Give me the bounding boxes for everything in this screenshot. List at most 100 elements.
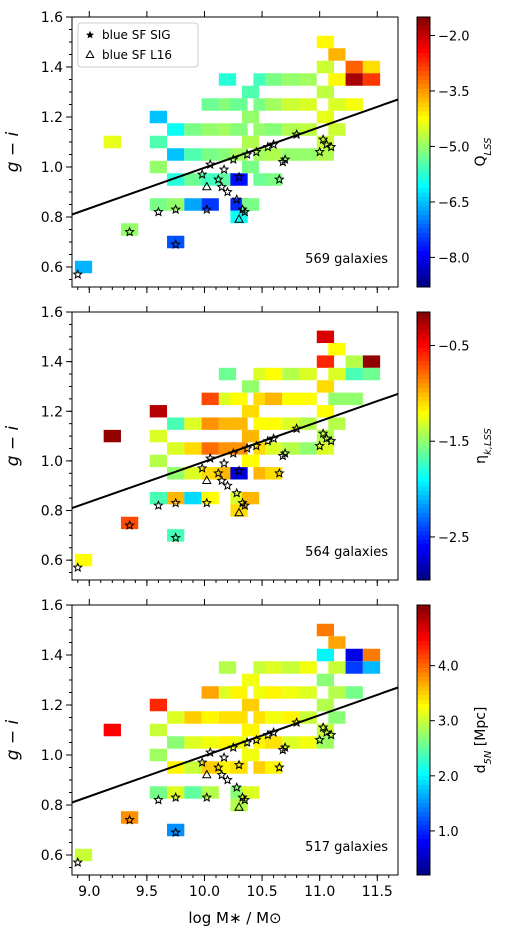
heatmap-cell — [120, 223, 139, 236]
colorbar-segment — [417, 614, 430, 619]
heatmap-cell — [184, 442, 202, 455]
colorbar-segment — [417, 48, 430, 54]
star-marker — [124, 519, 135, 530]
colorbar-segment — [417, 659, 430, 664]
heatmap-cell — [362, 73, 381, 86]
heatmap-cell — [184, 786, 202, 799]
colorbar-segment — [417, 66, 430, 72]
heatmap-cell — [299, 442, 317, 455]
heatmap-cell — [201, 736, 219, 749]
star-marker — [321, 433, 332, 443]
star-marker — [237, 497, 248, 508]
y-tick-label: 1.6 — [41, 305, 63, 321]
star-marker — [170, 239, 181, 249]
y-axis-ticks: 0.6 0.8 1.0 1.2 1.4 1.6 — [41, 305, 72, 574]
star-marker — [170, 204, 181, 214]
colorbar-segment — [417, 668, 430, 673]
colorbar-tick-label: 4.0 — [438, 660, 459, 675]
star-marker — [213, 173, 224, 184]
colorbar-segment — [417, 347, 430, 353]
heatmap-cell — [149, 135, 168, 149]
colorbar-segment — [417, 803, 430, 808]
heatmap-cell — [120, 516, 139, 530]
colorbar-segment — [417, 740, 430, 745]
y-tick-label: 0.6 — [41, 848, 63, 864]
star-marker — [279, 447, 291, 458]
heatmap-cell — [230, 798, 248, 812]
heatmap-cell — [201, 392, 219, 406]
star-marker — [153, 794, 164, 805]
colorbar-segment — [417, 419, 430, 425]
galaxy-count: 517 galaxies — [305, 840, 388, 855]
colorbar-segment — [417, 490, 430, 496]
heatmap-cell — [264, 148, 283, 161]
heatmap-cell — [345, 392, 363, 406]
heatmap-cell — [184, 711, 202, 724]
x-axis-ticks — [77, 306, 390, 586]
y-tick-label: 1.4 — [41, 60, 63, 76]
heatmap-cell — [230, 504, 248, 517]
heatmap-cell — [201, 467, 219, 480]
fit-line — [71, 392, 399, 509]
colorbar-tick-label: −3.5 — [438, 85, 470, 100]
colorbar-segment — [417, 562, 430, 568]
colorbar-tick-label: −0.5 — [438, 340, 470, 355]
colorbar-segment — [417, 410, 430, 416]
heatmap-cell — [167, 529, 185, 542]
star-marker — [222, 480, 233, 491]
colorbar-segment — [417, 713, 430, 718]
star-marker — [201, 203, 213, 214]
colorbar-tick-label: −1.5 — [438, 435, 470, 450]
colorbar-segment — [417, 508, 430, 514]
heatmap-cells — [74, 35, 381, 274]
heatmap-cell — [184, 148, 202, 161]
y-axis-ticks: 0.6 0.8 1.0 1.2 1.4 1.6 — [41, 10, 72, 280]
colorbar-segment — [417, 75, 430, 81]
heatmap-cell — [201, 98, 219, 111]
star-marker — [239, 794, 251, 805]
y-tick-label: 1.0 — [41, 748, 63, 764]
heatmap-cell — [184, 198, 202, 211]
heatmap-cell — [282, 148, 300, 161]
heatmap-cell — [167, 417, 185, 430]
colorbar-segment — [417, 530, 430, 536]
colorbar-segment — [417, 477, 430, 483]
colorbar-segment — [417, 374, 430, 380]
colorbar-segment — [417, 129, 430, 135]
colorbar-segment — [417, 504, 430, 510]
x-tick-label: 9.0 — [78, 884, 100, 900]
colorbar-segment — [417, 521, 430, 527]
star-marker — [237, 203, 248, 214]
star-marker — [201, 497, 213, 508]
colorbar-segment — [417, 338, 430, 344]
heatmap-cell — [264, 686, 283, 699]
colorbar: 4.0 3.0 2.0 1.0 — [416, 604, 459, 876]
heatmap-cell — [241, 786, 260, 799]
y-tick-label: 0.6 — [41, 553, 63, 569]
star-marker — [170, 532, 181, 543]
heatmap-cell — [328, 661, 346, 674]
heatmap-cell — [149, 429, 168, 443]
star-marker — [325, 435, 337, 446]
heatmap-cell — [328, 98, 346, 111]
heatmap-cell — [282, 442, 300, 455]
colorbar-segment — [417, 663, 430, 669]
colorbar-segment — [417, 312, 430, 317]
colorbar-segment — [417, 57, 430, 63]
heatmap-cell — [241, 85, 260, 99]
star-marker — [279, 153, 291, 164]
colorbar-segment — [417, 143, 430, 148]
heatmap-cell — [316, 35, 335, 49]
heatmap-cell — [149, 748, 168, 762]
colorbar-segment — [417, 704, 430, 709]
colorbar-segment — [417, 735, 430, 741]
colorbar-segment — [417, 134, 430, 139]
colorbar-segment — [417, 93, 430, 99]
colorbar-frame — [416, 311, 431, 581]
colorbar-segment — [417, 102, 430, 108]
colorbar-tick-label: −2.5 — [438, 531, 470, 546]
colorbar-segment — [417, 138, 430, 144]
heatmap-cell — [74, 848, 93, 862]
colorbar-segment — [417, 84, 430, 90]
star-marker — [218, 163, 230, 174]
